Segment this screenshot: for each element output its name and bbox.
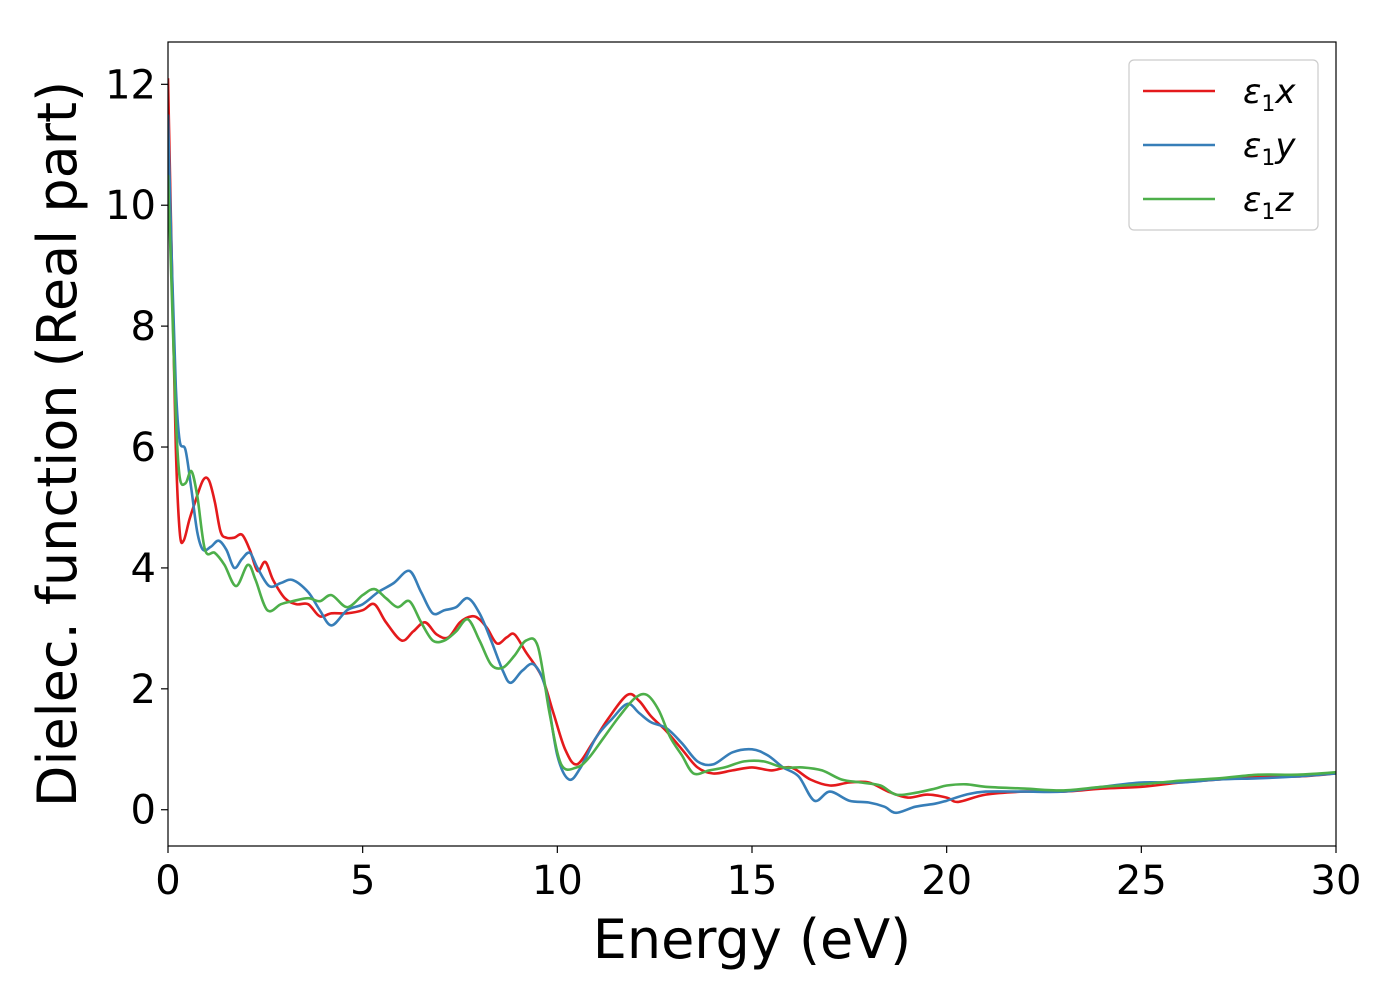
x-tick-label: 30 xyxy=(1311,858,1362,904)
x-tick-label: 20 xyxy=(921,858,972,904)
x-tick-label: 5 xyxy=(350,858,375,904)
x-axis-title: Energy (eV) xyxy=(593,908,912,971)
y-axis-ticks: 0 2 4 6 8 10 12 xyxy=(105,62,168,834)
series-line-z xyxy=(168,174,1336,797)
legend-box xyxy=(1128,59,1319,231)
x-tick-label: 0 xyxy=(155,858,180,904)
legend: ε1x ε1y ε1z xyxy=(1128,59,1319,231)
legend-label-y: ε1y xyxy=(1243,126,1296,171)
y-tick-label: 2 xyxy=(131,667,156,713)
x-tick-label: 10 xyxy=(532,858,583,904)
y-tick-label: 8 xyxy=(131,304,156,350)
x-axis-ticks: 0 5 10 15 20 25 30 xyxy=(155,846,1361,904)
legend-label-z: ε1z xyxy=(1243,180,1294,225)
y-axis-title: Dielec. function (Real part) xyxy=(26,81,89,807)
series-line-x xyxy=(168,78,1336,804)
y-tick-label: 0 xyxy=(131,788,156,834)
y-tick-label: 12 xyxy=(105,62,156,108)
legend-label-x: ε1x xyxy=(1243,72,1296,117)
y-tick-label: 4 xyxy=(131,546,156,592)
series-line-y xyxy=(168,114,1336,815)
x-tick-label: 15 xyxy=(727,858,778,904)
y-tick-label: 6 xyxy=(131,425,156,471)
y-tick-label: 10 xyxy=(105,183,156,229)
plot-lines xyxy=(168,78,1336,815)
x-tick-label: 25 xyxy=(1116,858,1167,904)
